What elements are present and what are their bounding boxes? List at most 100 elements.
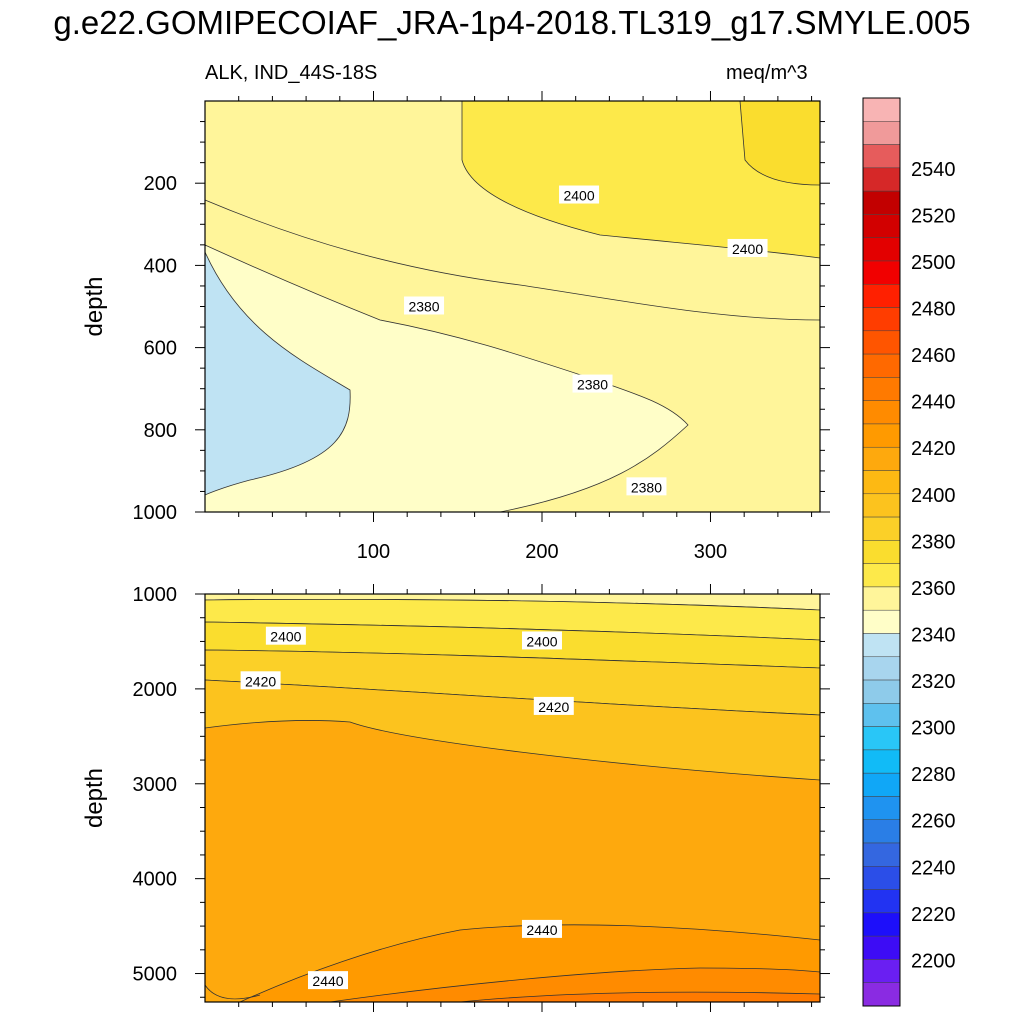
colorbar-cell [862,516,901,541]
colorbar-cell [862,214,901,238]
colorbar-cell [862,423,901,448]
colorbar-cell [862,307,901,332]
variable-label: ALK, IND_44S-18S [205,62,378,84]
colorbar-tick-label: 2420 [911,438,956,460]
colorbar-cell [862,353,901,378]
contour-label-bg [521,631,562,650]
contour-label-bg [308,971,348,990]
contour-label: 2400 [732,241,763,257]
colorbar-cell [862,121,901,145]
contour-label-bg [572,374,613,393]
y-tick-label: 3000 [133,774,178,796]
contour-label: 2440 [526,922,557,938]
upper-panel [204,100,821,513]
y-tick-label: 400 [144,255,177,277]
colorbar-cell [862,493,901,518]
colorbar-tick-label: 2480 [911,299,956,321]
colorbar-tick-label: 2240 [911,857,956,879]
contour-label: 2440 [312,973,343,989]
contour-label-bg [559,185,600,204]
lower-contour-corner [204,984,261,1000]
lower-panel [204,593,821,1003]
colorbar-cell [862,633,901,658]
colorbar-tick-label: 2540 [911,159,956,181]
colorbar-tick-label: 2440 [911,392,956,414]
colorbar-tick-label: 2300 [911,718,956,740]
y-tick-label: 600 [144,338,177,360]
y-tick-label: 200 [144,173,177,195]
colorbar-cell [862,563,901,588]
colorbar-cell [862,167,901,192]
colorbar-cell [862,284,901,308]
contour-label-bg [265,626,306,645]
colorbar-tick-label: 2500 [911,252,956,274]
colorbar-cell [862,144,901,169]
colorbar-cell [862,679,901,704]
lower-fill-2460 [459,991,821,1003]
colorbar-tick-label: 2520 [911,205,956,227]
contour-label: 2380 [631,479,662,495]
colorbar-cell [862,237,901,262]
colorbar-cell [862,959,901,983]
colorbar-cell [862,819,901,844]
y-tick-label: 1000 [133,584,178,606]
contour-label-bg [727,238,768,257]
colorbar-tick-label: 2360 [911,578,956,600]
contour-label: 2380 [408,299,439,315]
colorbar-cell [862,400,901,425]
contour-label: 2400 [563,188,594,204]
colorbar-cell [862,97,901,122]
upper-contour-2390 [204,199,821,321]
colorbar-tick-label: 2280 [911,764,956,786]
lower-frame [204,593,821,1003]
colorbar-cell [862,586,901,611]
contour-label: 2400 [526,633,557,649]
contour-label-bg [240,671,281,690]
contour-label-bg [404,296,445,315]
chart-title: g.e22.GOMIPECOIAF_JRA-1p4-2018.TL319_g17… [53,4,971,41]
contour-label: 2420 [538,699,569,715]
x-tick-label: 200 [525,541,558,563]
colorbar-tick-label: 2320 [911,671,956,693]
colorbar-cell [862,190,901,215]
colorbar-cell [862,935,901,960]
x-tick-label: 100 [357,541,390,563]
colorbar-tick-label: 2220 [911,904,956,926]
units-label: meq/m^3 [726,62,808,84]
colorbar-cell [862,866,901,890]
colorbar [862,97,901,1007]
upper-fill-2360 [204,251,351,496]
colorbar-tick-label: 2260 [911,811,956,833]
colorbar-tick-label: 2460 [911,345,956,367]
colorbar-cell [862,260,901,285]
colorbar-cell [862,446,901,471]
y-tick-label: 1000 [133,502,178,524]
y-axis-label: depth [81,768,108,828]
colorbar-cell [862,889,901,914]
upper-fill-2400 [461,100,821,259]
colorbar-cell [862,540,901,564]
colorbar-cell [862,470,901,495]
contour-label: 2420 [245,673,276,689]
x-tick-label: 300 [694,541,727,563]
y-tick-label: 2000 [133,679,178,701]
contour-label-bg [626,477,667,496]
colorbar-cell [862,749,901,774]
colorbar-tick-label: 2380 [911,531,956,553]
colorbar-cell [862,796,901,820]
y-tick-label: 800 [144,420,177,442]
colorbar-cell [862,609,901,634]
colorbar-cell [862,703,901,727]
y-axis-label: depth [81,276,108,336]
y-tick-label: 5000 [133,964,178,986]
colorbar-cell [862,982,901,1007]
colorbar-cell [862,726,901,751]
colorbar-tick-label: 2400 [911,485,956,507]
colorbar-cell [862,772,901,797]
lower-fill-2425 [204,679,821,781]
colorbar-tick-label: 2340 [911,624,956,646]
colorbar-cell [862,912,901,937]
colorbar-cell [862,656,901,681]
contour-label-bg [533,696,574,715]
